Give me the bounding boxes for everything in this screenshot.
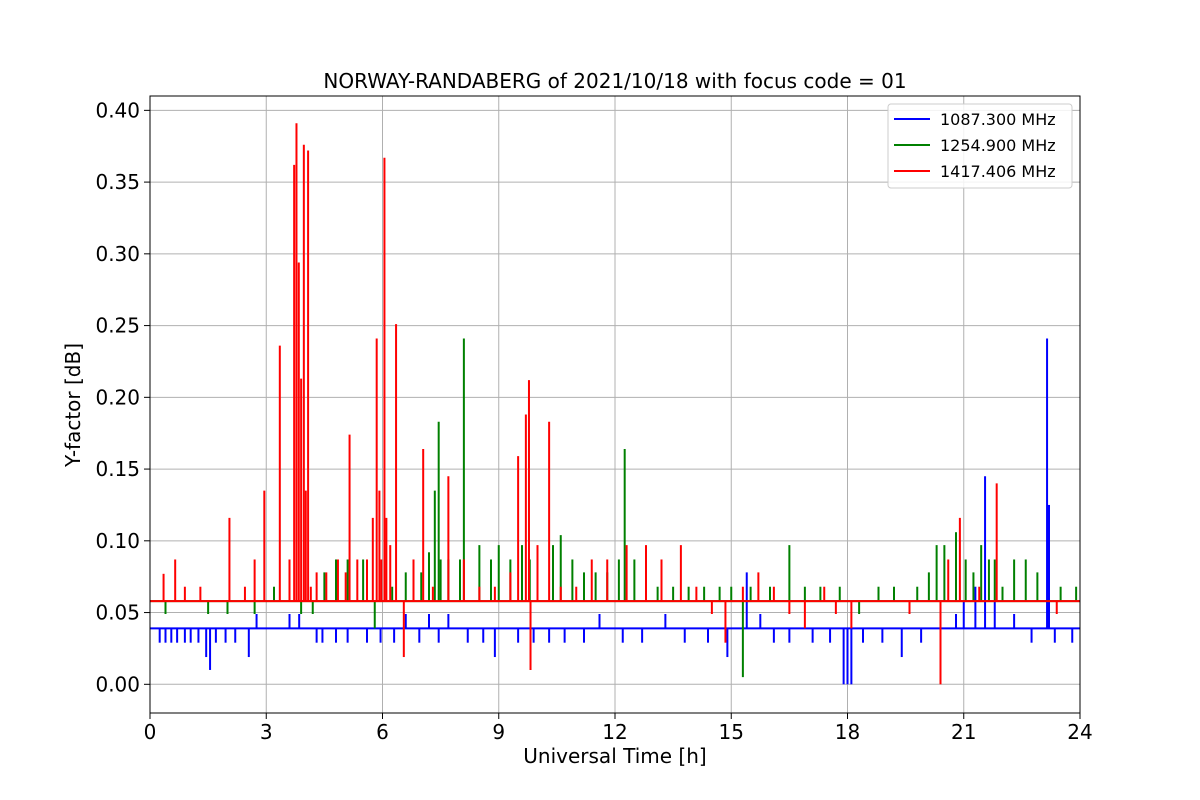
y-tick-label: 0.05 [95,601,140,625]
x-tick-label: 15 [719,720,744,744]
x-tick-label: 6 [376,720,389,744]
legend-label: 1254.900 MHz [940,136,1056,155]
plot-area [150,123,1080,685]
series-2 [150,123,1080,685]
legend-box [887,103,1073,189]
legend: 1087.300 MHz 1254.900 MHz 1417.406 MHz [887,103,1073,189]
x-tick-label: 9 [492,720,505,744]
x-axis: 0 3 6 9 12 15 18 21 24 [144,713,1093,744]
y-tick-label: 0.20 [95,385,140,409]
x-tick-label: 3 [260,720,273,744]
y-tick-label: 0.35 [95,170,140,194]
y-axis-label: Y-factor [dB] [61,343,85,468]
y-tick-label: 0.00 [95,672,140,696]
x-tick-label: 12 [602,720,627,744]
x-tick-label: 0 [144,720,157,744]
legend-label: 1417.406 MHz [940,162,1056,181]
y-tick-label: 0.15 [95,457,140,481]
y-axis: 0.00 0.05 0.10 0.15 0.20 0.25 0.30 0.35 0.40 [95,98,150,696]
legend-label: 1087.300 MHz [940,110,1056,129]
x-tick-label: 21 [951,720,976,744]
y-tick-label: 0.25 [95,314,140,338]
chart-title: NORWAY-RANDABERG of 2021/10/18 with focu… [323,69,906,93]
x-axis-label: Universal Time [h] [523,744,706,768]
y-tick-label: 0.10 [95,529,140,553]
series-0 [150,338,1080,685]
x-tick-label: 24 [1067,720,1092,744]
y-tick-label: 0.40 [95,98,140,122]
x-tick-label: 18 [835,720,860,744]
y-tick-label: 0.30 [95,242,140,266]
